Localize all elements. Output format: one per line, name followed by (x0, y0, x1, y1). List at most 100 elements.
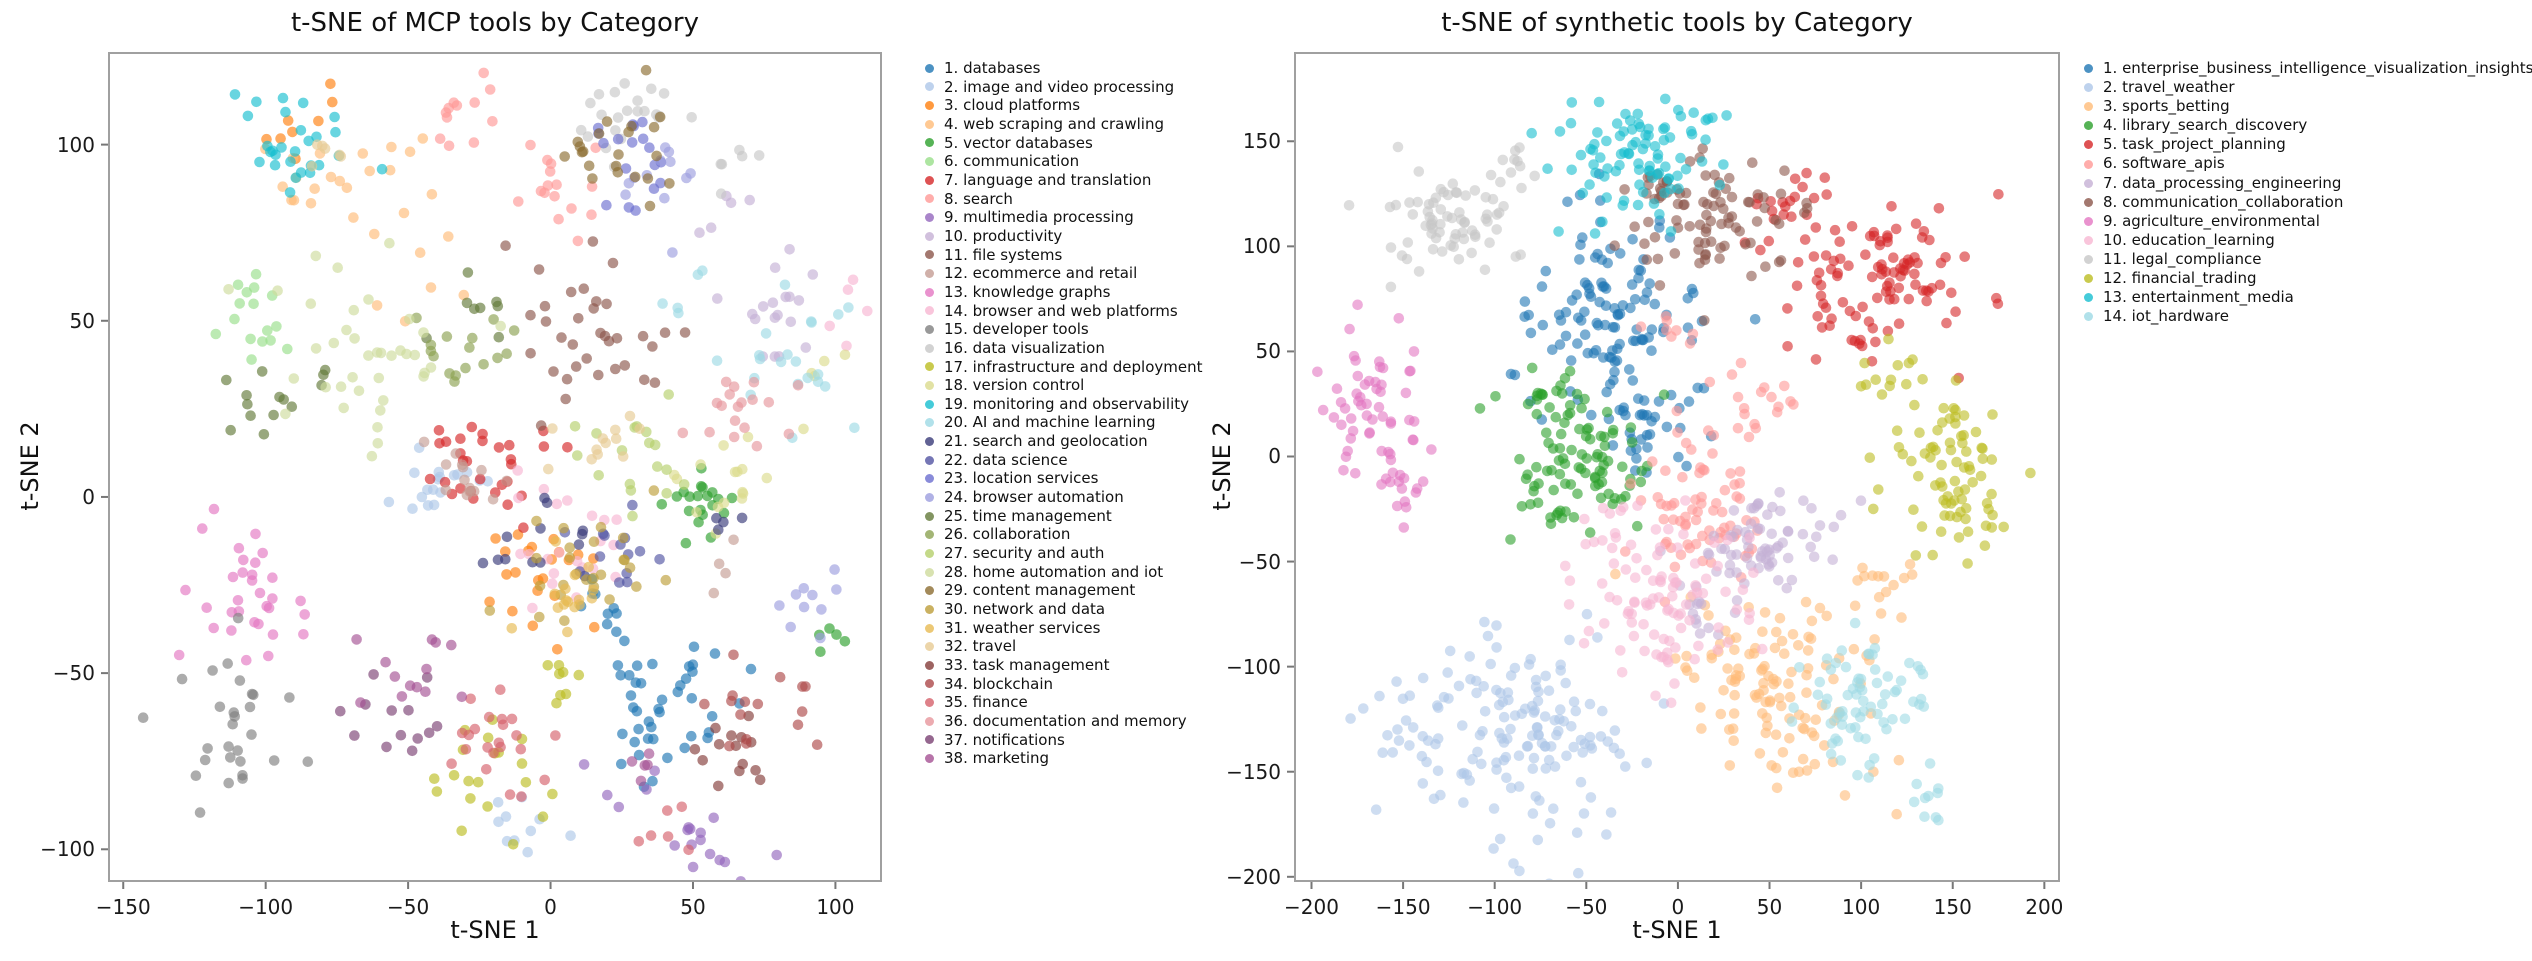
legend-marker-icon (925, 660, 934, 670)
scatter-point (1523, 309, 1534, 321)
scatter-point (1361, 398, 1372, 410)
scatter-point (1879, 689, 1891, 700)
scatter-point (1950, 411, 1961, 423)
scatter-point (258, 429, 270, 440)
scatter-point (645, 830, 657, 841)
scatter-point (1883, 333, 1894, 345)
scatter-point (1339, 403, 1351, 414)
scatter-point (1610, 532, 1622, 543)
scatter-point (1424, 211, 1435, 223)
scatter-point (623, 202, 635, 213)
scatter-point (611, 626, 622, 638)
scatter-point (631, 660, 643, 671)
scatter-point (250, 528, 261, 540)
scatter-point (1729, 689, 1740, 701)
scatter-point (625, 485, 637, 496)
scatter-point (684, 823, 696, 835)
scatter-point (558, 522, 569, 534)
scatter-point (662, 805, 673, 816)
scatter-point (1797, 753, 1809, 765)
scatter-point (644, 200, 656, 212)
scatter-point (1715, 708, 1727, 720)
scatter-point (484, 596, 495, 608)
scatter-point (1704, 376, 1716, 388)
x-tick-label: 0 (1671, 895, 1685, 919)
scatter-point (1453, 680, 1465, 692)
legend-item: 14. browser and web platforms (919, 302, 1203, 321)
scatter-point (353, 385, 365, 397)
scatter-point (612, 133, 624, 145)
scatter-point (1561, 750, 1572, 762)
scatter-point (395, 729, 407, 741)
scatter-point (1549, 715, 1561, 726)
scatter-point (1570, 705, 1582, 717)
scatter-point (1878, 571, 1890, 582)
scatter-point (1520, 473, 1532, 485)
scatter-point (1615, 645, 1626, 656)
legend-label: 8. search (944, 189, 1013, 208)
scatter-point (303, 135, 315, 147)
scatter-point (662, 752, 673, 764)
scatter-point (1481, 209, 1493, 220)
scatter-point (1398, 473, 1410, 484)
scatter-point (1832, 735, 1844, 747)
scatter-point (1759, 382, 1770, 393)
scatter-point (1710, 188, 1722, 200)
scatter-point (1552, 507, 1564, 518)
scatter-point (1794, 662, 1805, 673)
scatter-point (507, 839, 519, 850)
scatter-point (1593, 96, 1605, 108)
scatter-point (1525, 499, 1536, 510)
scatter-point (1857, 301, 1868, 313)
scatter-point (1548, 484, 1559, 496)
category-points (656, 463, 851, 657)
scatter-point (1376, 479, 1387, 490)
legend-label: 24. browser automation (944, 488, 1124, 507)
scatter-point (1632, 520, 1643, 532)
scatter-point (476, 464, 487, 476)
scatter-point (1846, 221, 1858, 232)
scatter-point (456, 459, 468, 471)
scatter-point (286, 401, 298, 413)
scatter-point (1442, 189, 1454, 201)
scatter-point (713, 780, 724, 792)
scatter-point (737, 463, 748, 475)
scatter-point (1572, 338, 1583, 349)
scatter-point (551, 179, 562, 190)
legend-marker-icon (925, 380, 934, 390)
scatter-point (389, 671, 401, 682)
scatter-point (562, 495, 573, 506)
scatter-point (656, 499, 668, 510)
scatter-point (619, 360, 631, 371)
scatter-point (792, 380, 804, 391)
scatter-point (525, 139, 536, 151)
scatter-point (456, 691, 468, 703)
scatter-point (513, 492, 524, 504)
scatter-point (1899, 713, 1911, 725)
scatter-point (1812, 689, 1824, 701)
scatter-point (1680, 520, 1691, 531)
scatter-point (525, 348, 536, 359)
scatter-point (1782, 526, 1794, 537)
scatter-point (232, 612, 244, 624)
scatter-point (311, 131, 322, 143)
scatter-point (1732, 422, 1744, 434)
scatter-point (614, 577, 625, 588)
legend-marker-icon (925, 213, 934, 223)
scatter-point (843, 302, 854, 313)
scatter-point (208, 503, 220, 515)
scatter-point (593, 128, 605, 139)
scatter-point (1444, 645, 1456, 657)
scatter-point (649, 765, 660, 777)
scatter-point (248, 282, 260, 293)
scatter-point (727, 690, 738, 701)
scatter-point (547, 423, 558, 434)
scatter-point (1700, 134, 1711, 145)
scatter-point (446, 758, 457, 769)
scatter-point (1776, 635, 1788, 647)
scatter-point (1828, 521, 1840, 533)
scatter-point (1776, 700, 1787, 712)
scatter-point (659, 327, 671, 339)
legend-item: 11. legal_compliance (2078, 250, 2532, 269)
scatter-point (752, 698, 764, 710)
